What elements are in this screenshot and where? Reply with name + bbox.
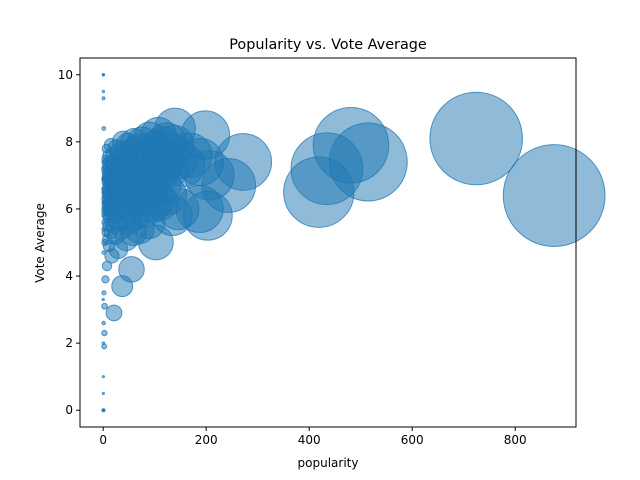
y-tick-label: 6 xyxy=(65,202,73,216)
data-point xyxy=(101,165,109,173)
x-axis-label: popularity xyxy=(298,456,359,470)
points-layer xyxy=(101,73,606,413)
data-point xyxy=(101,408,105,412)
x-axis: 0 200 400 600 800 xyxy=(99,427,527,447)
data-point xyxy=(101,213,106,218)
data-point xyxy=(429,91,523,186)
x-tick-label: 800 xyxy=(504,433,527,447)
data-point xyxy=(101,126,107,131)
data-point xyxy=(101,343,108,350)
data-point xyxy=(101,176,106,181)
x-tick-label: 600 xyxy=(401,433,424,447)
data-point xyxy=(101,250,107,255)
data-point xyxy=(101,73,105,77)
data-point xyxy=(101,143,112,154)
data-point xyxy=(101,275,110,284)
data-point xyxy=(101,96,106,101)
data-point xyxy=(101,199,107,205)
data-point xyxy=(101,341,106,345)
data-point xyxy=(101,320,106,326)
x-tick-label: 400 xyxy=(298,433,321,447)
data-point xyxy=(101,260,113,272)
x-tick-label: 0 xyxy=(99,433,107,447)
y-tick-label: 8 xyxy=(65,135,73,149)
data-point xyxy=(111,275,134,298)
data-point xyxy=(101,302,109,310)
y-axis: 0 2 4 6 8 10 xyxy=(58,68,80,417)
data-point xyxy=(283,156,355,228)
data-point xyxy=(502,144,606,247)
y-axis-label: Vote Average xyxy=(33,203,47,283)
data-point xyxy=(101,226,107,232)
x-tick-label: 200 xyxy=(195,433,218,447)
data-point xyxy=(101,159,108,165)
data-point xyxy=(101,329,108,337)
y-tick-label: 0 xyxy=(65,403,73,417)
y-tick-label: 10 xyxy=(58,68,73,82)
data-point xyxy=(101,185,108,192)
data-point xyxy=(101,89,106,94)
y-tick-label: 2 xyxy=(65,336,73,350)
plot-frame xyxy=(79,57,577,428)
data-point xyxy=(101,218,111,227)
data-point xyxy=(105,304,123,322)
chart-title: Popularity vs. Vote Average xyxy=(229,37,427,53)
y-tick-label: 4 xyxy=(65,269,73,283)
data-point xyxy=(101,190,105,194)
data-point xyxy=(101,297,105,302)
data-point xyxy=(101,290,107,296)
data-point xyxy=(101,238,109,247)
data-point xyxy=(101,391,105,396)
data-point xyxy=(101,375,105,379)
